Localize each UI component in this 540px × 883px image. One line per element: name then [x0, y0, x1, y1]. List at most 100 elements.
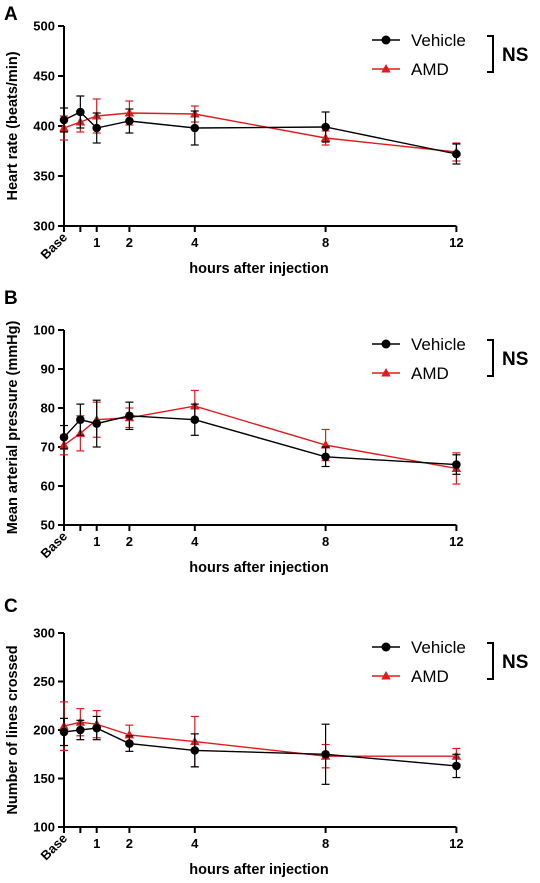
legend-label-amd: AMD — [411, 667, 449, 686]
significance-label: NS — [502, 652, 528, 673]
data-point — [125, 739, 134, 748]
y-tick-label: 70 — [41, 440, 55, 455]
legend-label-vehicle: Vehicle — [411, 638, 466, 657]
x-axis-title: hours after injection — [189, 261, 328, 277]
data-point — [321, 122, 330, 132]
data-point — [452, 761, 461, 771]
data-point — [76, 107, 85, 117]
data-point — [125, 411, 134, 421]
data-point — [76, 415, 85, 425]
panel-letter: C — [4, 596, 18, 617]
y-tick-label: 250 — [33, 674, 55, 689]
x-tick-label: 8 — [322, 836, 329, 851]
y-tick-label: 100 — [33, 323, 55, 338]
significance-bracket — [487, 642, 494, 680]
x-tick-label: 4 — [191, 534, 199, 549]
data-point — [452, 460, 461, 469]
legend-marker-vehicle — [381, 642, 391, 652]
data-point — [92, 123, 101, 133]
y-tick-label: 300 — [33, 219, 55, 234]
significance-bracket — [487, 339, 494, 377]
data-point — [190, 746, 200, 755]
legend-marker-amd — [381, 368, 391, 377]
data-point — [59, 115, 69, 125]
series-vehicle — [59, 715, 461, 785]
x-tick-label: Base — [38, 529, 71, 562]
legend-marker-vehicle — [381, 339, 391, 349]
x-tick-label: 12 — [449, 534, 463, 549]
panel-letter: B — [4, 288, 18, 309]
data-point — [190, 415, 200, 425]
x-tick-label: 2 — [126, 836, 133, 851]
x-axis-title: hours after injection — [189, 560, 328, 576]
x-tick-label: 2 — [126, 534, 133, 549]
data-point — [92, 723, 101, 733]
data-point — [321, 749, 330, 759]
series-vehicle — [59, 399, 461, 475]
series-amd — [59, 701, 462, 769]
series-line-amd — [63, 112, 457, 153]
y-tick-label: 150 — [33, 771, 55, 786]
data-point — [321, 452, 330, 462]
data-point — [125, 116, 134, 126]
data-point — [76, 725, 85, 735]
data-point — [59, 432, 69, 442]
series-line-vehicle — [63, 727, 457, 767]
x-tick-label: 12 — [449, 836, 463, 851]
x-tick-label: 2 — [126, 235, 133, 250]
y-tick-label: 60 — [41, 479, 55, 494]
x-tick-label: Base — [38, 230, 71, 263]
y-axis-title: Heart rate (beats/min) — [5, 51, 21, 200]
legend: Vehicle AMD — [372, 31, 466, 79]
series-line-amd — [63, 721, 457, 757]
legend-label-amd: AMD — [411, 364, 449, 383]
panel-letter: A — [4, 4, 18, 25]
y-tick-label: 80 — [41, 401, 55, 416]
y-tick-label: 350 — [33, 169, 55, 184]
y-tick-label: 200 — [33, 723, 55, 738]
y-tick-label: 100 — [33, 820, 55, 835]
data-point — [59, 727, 69, 737]
y-axis-title: Mean arterial pressure (mmHg) — [5, 321, 21, 535]
x-tick-label: 1 — [93, 836, 100, 851]
series-line-vehicle — [63, 111, 457, 155]
y-axis-title: Number of lines crossed — [5, 645, 21, 814]
legend-marker-amd — [381, 64, 391, 73]
legend-label-amd: AMD — [411, 60, 449, 79]
x-tick-label: 4 — [191, 235, 199, 250]
x-tick-label: 4 — [191, 836, 199, 851]
series-line-amd — [63, 405, 457, 470]
series-amd — [59, 98, 462, 162]
legend-marker-vehicle — [381, 35, 391, 45]
data-point — [452, 149, 461, 159]
y-tick-label: 90 — [41, 362, 55, 377]
y-tick-label: 300 — [33, 626, 55, 641]
y-tick-label: 50 — [41, 518, 55, 533]
significance-label: NS — [502, 349, 528, 370]
y-tick-label: 500 — [33, 19, 55, 34]
legend: Vehicle AMD — [372, 335, 466, 383]
data-point — [190, 123, 200, 133]
series-amd — [59, 389, 462, 485]
x-tick-label: 1 — [93, 534, 100, 549]
significance-label: NS — [502, 45, 528, 66]
significance-bracket — [487, 35, 494, 73]
legend-label-vehicle: Vehicle — [411, 335, 466, 354]
x-tick-label: 8 — [322, 235, 329, 250]
y-tick-label: 450 — [33, 69, 55, 84]
x-axis-title: hours after injection — [189, 862, 328, 878]
y-tick-label: 400 — [33, 119, 55, 134]
series-vehicle — [59, 95, 461, 165]
legend: Vehicle AMD — [372, 638, 466, 686]
x-tick-label: 8 — [322, 534, 329, 549]
legend-label-vehicle: Vehicle — [411, 31, 466, 50]
x-tick-label: 1 — [93, 235, 100, 250]
data-point — [92, 419, 101, 428]
legend-marker-amd — [381, 671, 391, 680]
x-tick-label: 12 — [449, 235, 463, 250]
x-tick-label: Base — [38, 831, 71, 864]
